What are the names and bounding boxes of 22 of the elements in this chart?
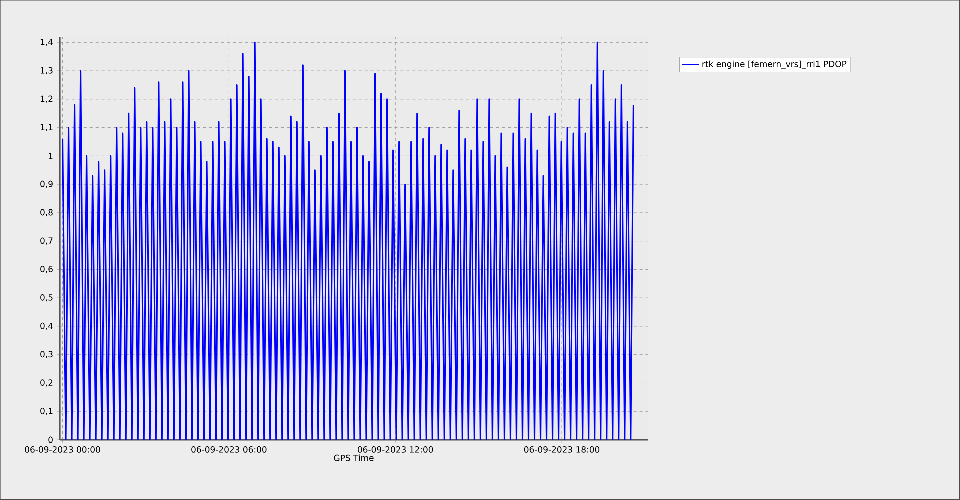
x-tick-label: 06-09-2023 18:00 [524, 446, 600, 453]
y-tick-label: 1,2 [40, 96, 53, 104]
y-tick-label: 1,4 [40, 39, 54, 46]
y-tick-label: 1 [49, 153, 53, 160]
y-tick-label: 0,5 [40, 294, 53, 302]
y-tick-label: 1,1 [40, 124, 53, 132]
line-series [62, 42, 634, 440]
y-tick-label: 0,1 [40, 408, 53, 416]
y-tick-label: 0,3 [40, 351, 53, 358]
x-tick-label: 06-09-2023 06:00 [192, 446, 267, 453]
x-axis-title: GPS Time [334, 454, 374, 462]
y-tick-label: 0,4 [40, 322, 54, 330]
y-tick-label: 0,7 [40, 238, 53, 245]
y-tick-label: 0,8 [40, 209, 53, 217]
y-tick-label: 0,9 [40, 180, 53, 188]
y-tick-label: 1,3 [40, 67, 53, 75]
y-tick-label: 0,6 [40, 266, 53, 274]
legend-label: rtk engine [femern_vrs]_rri1 PDOP [702, 60, 847, 70]
x-tick-label: 06-09-2023 12:00 [358, 446, 434, 453]
y-tick-label: 0 [48, 436, 53, 444]
x-tick-label: 06-09-2023 00:00 [25, 446, 100, 453]
y-tick-label: 0,2 [40, 380, 53, 387]
